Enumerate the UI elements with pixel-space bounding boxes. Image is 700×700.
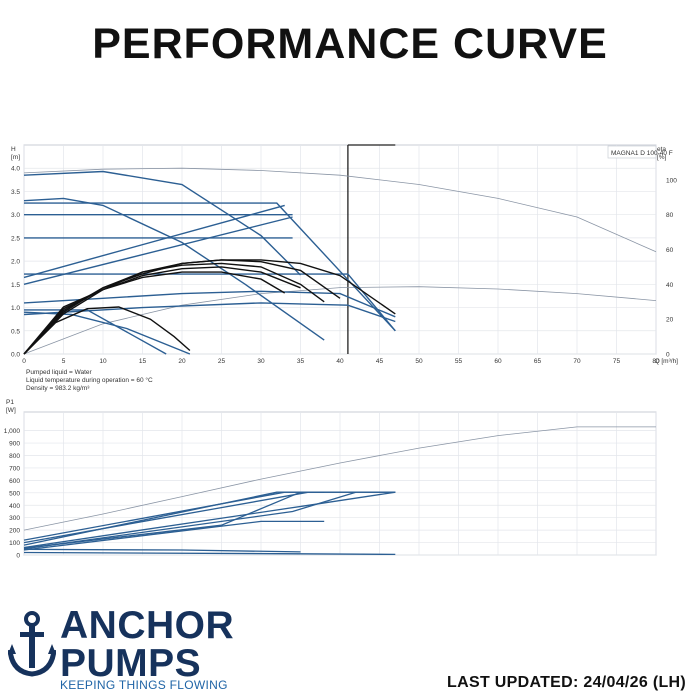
y-tick-label: 300 <box>9 515 20 522</box>
pump-model-box <box>607 145 657 159</box>
x-tick-label: 35 <box>297 358 305 365</box>
power-curve <box>23 491 356 550</box>
y-tick-label: 100 <box>9 540 20 547</box>
y-axis-label: H <box>11 146 16 153</box>
max-efficiency-curve <box>23 286 657 355</box>
efficiency-curve <box>23 266 301 355</box>
logo-word-pumps: PUMPS <box>60 642 202 685</box>
y2-tick-label: 60 <box>666 247 674 254</box>
y-tick-label: 0.5 <box>11 328 20 335</box>
head-curve <box>24 273 396 332</box>
y2-tick-label: 100 <box>666 177 677 184</box>
pump-model-label: MAGNA1 D 100-40 F <box>611 150 673 157</box>
y2-axis-unit: [%] <box>657 154 667 161</box>
y-axis-label: P1 <box>6 399 14 406</box>
y-tick-label: 1.0 <box>11 305 20 312</box>
x-tick-label: 5 <box>62 358 66 365</box>
y-tick-label: 500 <box>9 490 20 497</box>
power-curve <box>23 548 301 553</box>
power-curve <box>23 551 396 556</box>
x-tick-label: 30 <box>257 358 265 365</box>
max-power-curve <box>23 426 656 531</box>
x-tick-label: 75 <box>613 358 621 365</box>
y-tick-label: 0 <box>16 553 20 560</box>
head-curve <box>24 202 396 332</box>
y-tick-label: 1,000 <box>4 428 21 435</box>
y-tick-label: 200 <box>9 528 20 535</box>
x-tick-label: 70 <box>573 358 581 365</box>
y2-tick-label: 80 <box>666 212 674 219</box>
page-title: PERFORMANCE CURVE <box>92 20 608 68</box>
anchor-icon <box>8 611 56 677</box>
x-tick-label: 40 <box>336 358 344 365</box>
y-tick-label: 400 <box>9 503 20 510</box>
x-tick-label: 65 <box>534 358 542 365</box>
liquid-note: Liquid temperature during operation = 60… <box>26 376 153 384</box>
x-tick-label: 50 <box>415 358 423 365</box>
head-curve <box>23 216 293 285</box>
x-tick-label: 80 <box>652 358 660 365</box>
y-tick-label: 700 <box>9 465 20 472</box>
efficiency-curve <box>23 259 341 355</box>
y-tick-label: 3.5 <box>11 189 20 196</box>
power-curve <box>23 520 325 551</box>
y2-tick-label: 20 <box>666 317 674 324</box>
head-curve <box>24 309 167 355</box>
head-curve <box>23 311 191 355</box>
max-head-curve <box>23 167 657 253</box>
y2-axis-label: eta <box>657 146 666 153</box>
head-curve <box>23 170 301 276</box>
liquid-note: Density = 983.2 kg/m³ <box>26 385 90 392</box>
head-curve <box>23 290 396 318</box>
x-tick-label: 10 <box>99 358 107 365</box>
y-tick-label: 1.5 <box>11 282 20 289</box>
y-tick-label: 900 <box>9 441 20 448</box>
head-curve <box>23 302 396 323</box>
y2-tick-label: 40 <box>666 282 674 289</box>
efficiency-curve <box>23 306 191 355</box>
y-tick-label: 0.0 <box>11 352 20 359</box>
liquid-note: Pumped liquid = Water <box>26 369 93 376</box>
x-tick-label: 55 <box>455 358 463 365</box>
y-axis-unit: [W] <box>6 407 16 414</box>
y-tick-label: 2.0 <box>11 259 20 266</box>
x-axis-label: Q [m³/h] <box>655 358 679 365</box>
y2-tick-label: 0 <box>666 352 670 359</box>
head-curve <box>23 197 325 341</box>
efficiency-curve <box>23 271 286 355</box>
head-curve <box>23 204 285 279</box>
anchor-pumps-logo: ANCHOR PUMPS KEEPING THINGS FLOWING <box>8 602 258 694</box>
x-tick-label: 20 <box>178 358 186 365</box>
y-tick-label: 4.0 <box>11 166 20 173</box>
logo-word-anchor: ANCHOR <box>60 604 235 647</box>
x-tick-label: 0 <box>22 358 26 365</box>
power-chart: 0 100 200 300 400 500 600 700 800 900 1,000 P1[W] <box>4 399 657 560</box>
y-tick-label: 600 <box>9 478 20 485</box>
y-tick-label: 2.5 <box>11 235 20 242</box>
power-curve <box>23 491 301 549</box>
last-updated-label: LAST UPDATED: 24/04/26 (LH) <box>447 674 686 691</box>
x-tick-label: 60 <box>494 358 502 365</box>
power-curve <box>23 491 325 546</box>
head-efficiency-chart: 0 5 10 15 20 25 30 35 40 45 50 55 60 65 70 75 80 0.0 0.5 1.… <box>11 144 679 392</box>
x-tick-label: 15 <box>139 358 147 365</box>
x-tick-label: 25 <box>218 358 226 365</box>
y-tick-label: 800 <box>9 453 20 460</box>
x-tick-label: 45 <box>376 358 384 365</box>
logo-tagline: KEEPING THINGS FLOWING <box>60 678 228 692</box>
y-tick-label: 3.0 <box>11 212 20 219</box>
y-axis-unit: [m] <box>11 154 20 161</box>
power-curve <box>23 491 396 549</box>
